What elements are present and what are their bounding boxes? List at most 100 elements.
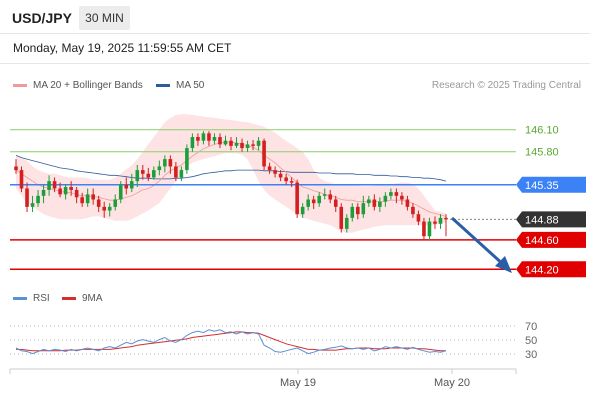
candle-body [411,206,415,215]
level-tag-144.88 [516,211,586,228]
candle-body [284,177,288,182]
candle-body [433,221,437,224]
level-tag-144.60 [516,231,586,248]
datetime-divider [0,63,590,64]
candle-body [14,166,18,171]
candle-body [168,159,173,167]
candle-body [30,203,35,207]
candle-body [317,195,322,204]
candle-body [19,170,24,189]
candle-body [96,199,101,207]
header-divider [0,33,590,34]
candle-body [322,194,327,196]
candle-body [361,203,366,215]
candle-body [179,170,184,178]
candle-body [69,187,73,190]
candle-body [129,181,134,189]
candle-body [344,217,349,229]
candle-body [163,159,167,167]
chart-header: USD/JPY 30 MIN [0,0,590,34]
candle-body [289,181,294,183]
symbol-title: USD/JPY [12,10,72,26]
rsi-tick-50: 50 [525,335,537,347]
candle-body [295,182,299,215]
candle-body [422,221,426,237]
candle-body [394,192,399,196]
candle-body [41,189,46,196]
level-label-145.35: 145.35 [525,180,559,192]
candle-body [52,181,57,189]
candle-body [223,140,228,145]
candle-body [47,181,51,190]
rsi-tick-30: 30 [525,349,537,361]
candle-body [185,148,189,171]
candle-body [400,195,404,200]
candle-body [251,144,255,146]
candle-body [438,217,443,224]
chart-datetime: Monday, May 19, 2025 11:59:55 AM CET [13,41,232,55]
candle-body [135,170,140,182]
candle-body [107,206,112,211]
candle-body [300,206,305,215]
candle-body [350,206,355,218]
candle-body [152,170,156,178]
candle-body [278,173,283,178]
candle-body [416,214,421,222]
candle-body [262,140,266,167]
candle-body [190,137,195,149]
rsi-legend-label: RSI [33,293,50,304]
candle-body [444,217,448,220]
ma20-legend-label: MA 20 + Bollinger Bands [33,80,143,91]
rsi-line [15,329,447,355]
candle-body [328,194,333,200]
bollinger-band-area [16,114,446,233]
candle-body [333,199,338,207]
ma50-legend-label: MA 50 [176,80,205,91]
candle-body [140,170,145,174]
timeframe-button[interactable]: 30 MIN [79,6,130,30]
candle-body [196,137,200,141]
x-tick-label: May 20 [434,377,470,389]
ma50-swatch [156,83,170,87]
ma20-swatch [13,83,27,87]
candle-body [91,194,95,200]
ma50-legend: MA 50 [156,80,204,91]
candle-body [74,189,79,198]
candle-body [174,166,178,178]
rsi-legend: RSI [13,293,50,304]
candle-body [102,206,107,211]
level-label-144.60: 144.60 [525,235,559,247]
x-tick-label: May 19 [280,377,316,389]
forecast-arrow-shaft [450,216,507,268]
candle-body [25,188,29,207]
candle-body [212,137,217,141]
level-label-146.10: 146.10 [525,125,559,137]
rsi-ma-legend: 9MA [62,293,103,304]
ma50-line [15,155,447,182]
rsi-tick-70: 70 [525,321,537,333]
candle-body [378,201,382,207]
level-tag-145.35 [516,176,586,193]
candle-body [389,192,393,196]
candle-body [383,195,388,202]
candle-body [372,199,377,207]
level-tag-144.20 [516,261,586,278]
candle-body [339,206,344,229]
candle-body [245,144,250,149]
candle-body [118,184,123,200]
candle-body [306,199,310,207]
candle-body [80,197,84,204]
rsi-swatch [13,296,27,300]
candle-body [218,137,222,145]
candle-body [355,206,360,215]
level-label-144.88: 144.88 [525,214,559,226]
rsi-ma-line [16,331,446,352]
candle-body [113,199,118,207]
candle-body [267,166,272,171]
candle-body [201,133,206,141]
candle-body [273,170,277,174]
candle-body [405,199,410,207]
candle-body [240,142,244,149]
ma20-legend: MA 20 + Bollinger Bands [13,80,143,91]
